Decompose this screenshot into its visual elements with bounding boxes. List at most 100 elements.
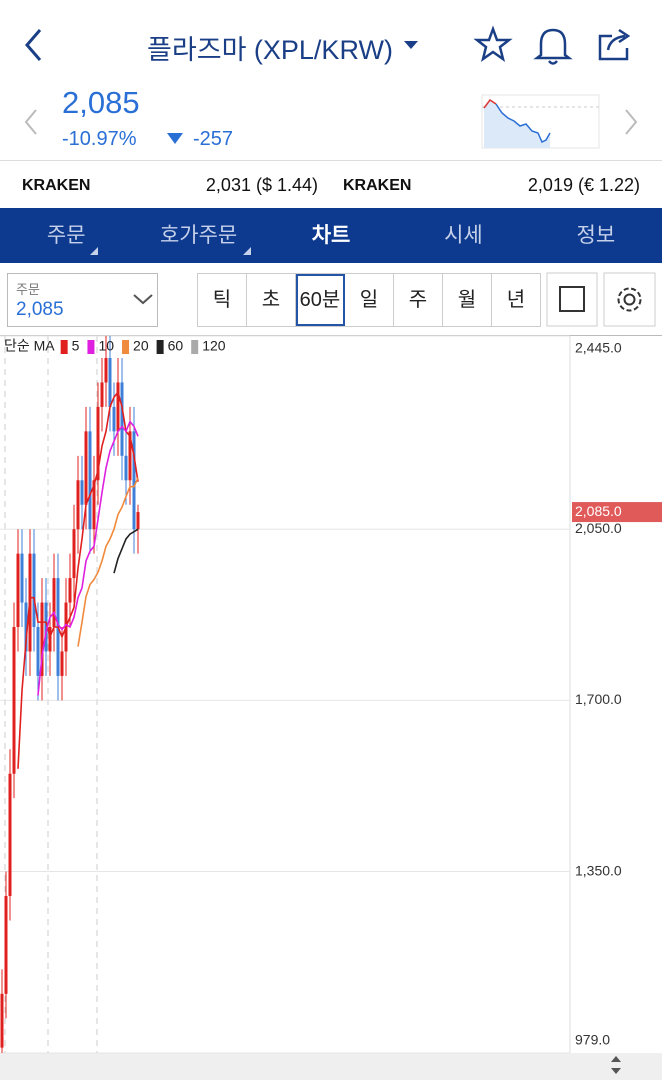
candle-body [136, 512, 140, 530]
ma-line [37, 420, 139, 696]
sparkline-down [495, 103, 551, 144]
tab[interactable]: 호가주문 [132, 208, 264, 263]
legend-label: 60 [168, 338, 184, 354]
candle-body [76, 480, 80, 530]
tab[interactable]: 정보 [576, 224, 616, 247]
title-dropdown[interactable] [404, 41, 418, 49]
candle-body [44, 602, 48, 652]
tab[interactable]: 차트 [311, 224, 351, 247]
candle-body [80, 480, 84, 505]
candle-body [84, 431, 88, 505]
settings-button[interactable] [603, 272, 656, 327]
candle-body [92, 480, 96, 530]
exchange-name: KRAKEN [343, 177, 412, 194]
y-tick-label: 979.0 [575, 1032, 610, 1048]
legend-swatch [60, 340, 68, 354]
draw-icon [559, 286, 585, 312]
tab[interactable]: 시세 [444, 224, 483, 247]
candle-body [72, 529, 76, 579]
interval-button[interactable]: 일 [345, 274, 394, 326]
candle-body [124, 455, 128, 481]
candle-body [48, 627, 52, 652]
legend-label: 120 [202, 338, 226, 354]
tab-bar: 주문 호가주문 차트 시세 정보 [0, 208, 662, 263]
price-marker [572, 502, 662, 523]
bottom-bar [0, 1053, 662, 1080]
candle-body [20, 553, 24, 603]
candle-body [60, 651, 64, 676]
legend-swatch [87, 340, 95, 354]
sparkline-up [483, 98, 497, 109]
candle-body [96, 406, 100, 481]
candle-body [88, 431, 92, 530]
legend-label: 20 [133, 338, 149, 354]
favorite-button[interactable] [473, 25, 513, 62]
candle-body [108, 358, 112, 407]
candle-body [4, 896, 8, 994]
quote-decor [24, 94, 638, 149]
price-marker-label: 2,085.0 [575, 503, 622, 519]
candle-body [16, 553, 20, 628]
candle-body [12, 627, 16, 774]
ma-line [17, 390, 139, 769]
interval-button[interactable]: 초 [247, 274, 296, 326]
candle-body [68, 578, 72, 603]
candle-body [8, 773, 12, 897]
legend-swatch [191, 340, 199, 354]
candle-body [24, 602, 28, 652]
exchange-price: 2,019 (€ 1.22) [527, 175, 640, 195]
resize-up[interactable] [611, 1056, 621, 1062]
candle-body [116, 382, 120, 432]
gear-inner [623, 293, 636, 306]
candle-body [52, 578, 56, 628]
candle-body [32, 553, 36, 628]
alert-button[interactable] [533, 28, 573, 65]
page-title[interactable]: 플라즈마 (XPL/KRW) [147, 35, 393, 65]
candle-body [128, 431, 132, 481]
legend-swatch [122, 340, 130, 354]
candle-body [0, 993, 4, 1048]
interval-button[interactable]: 60분 [296, 274, 345, 326]
share-button[interactable] [598, 28, 631, 61]
header-icons [25, 25, 631, 65]
next-button[interactable] [625, 109, 638, 135]
interval-button[interactable]: 년 [506, 289, 526, 311]
change-amount: -257 [193, 128, 234, 150]
ma-line [113, 528, 139, 574]
candle-body [40, 602, 44, 676]
candle-body [36, 627, 40, 676]
y-tick-label: 2,050.0 [575, 520, 622, 536]
resize-down[interactable] [611, 1068, 621, 1074]
y-tick-label: 2,445.0 [575, 340, 622, 356]
legend-label: 5 [72, 338, 80, 354]
tool-buttons [546, 272, 656, 327]
order-label: 주문 [16, 282, 40, 297]
exchange-row: KRAKEN 2,031 ($ 1.44) KRAKEN 2,019 (€ 1.… [0, 160, 662, 209]
interval-button[interactable]: 주 [394, 274, 443, 326]
y-tick-label: 1,350.0 [575, 862, 622, 878]
back-button[interactable] [25, 29, 42, 61]
legend-swatch [156, 340, 164, 354]
exchange-price: 2,031 ($ 1.44) [205, 175, 318, 195]
legend-label: 10 [98, 338, 114, 354]
exchange-name: KRAKEN [22, 177, 91, 194]
chart: 979.0 1,350.0 1,700.0 2,050.0 2,445.0 2,085.0… [0, 335, 662, 1080]
legend-title: 단순 MA [4, 338, 55, 354]
y-tick-label: 1,700.0 [575, 691, 622, 707]
current-price: 2,085 [62, 85, 140, 120]
order-value: 2,085 [16, 299, 64, 320]
prev-button[interactable] [24, 109, 37, 135]
candle-body [120, 382, 124, 456]
tab[interactable]: 주문 [0, 208, 132, 263]
interval-button[interactable]: 틱 [198, 274, 247, 326]
draw-button[interactable] [546, 272, 598, 327]
interval-bar: 틱 초 60분 일 주 월 년 [197, 273, 541, 327]
order-chevron [133, 294, 153, 305]
order-select[interactable]: 주문 2,085 [7, 273, 158, 327]
candle-body [100, 382, 104, 407]
ma-line [77, 477, 139, 647]
interval-button[interactable]: 월 [443, 274, 492, 326]
change-percent: -10.97% [62, 128, 137, 150]
candle-body [104, 358, 108, 383]
